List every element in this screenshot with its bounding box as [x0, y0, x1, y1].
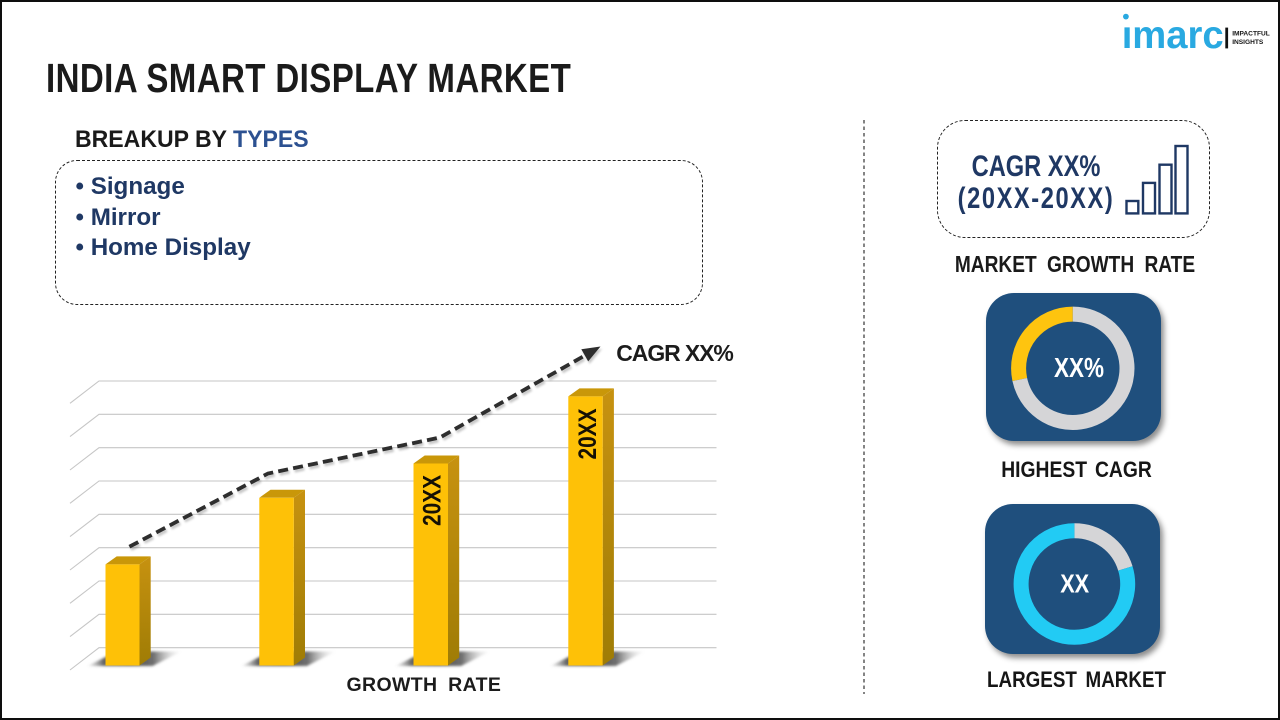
svg-text:XX: XX: [1060, 571, 1089, 599]
svg-text:XX%: XX%: [1054, 352, 1104, 383]
svg-text:ımarc: ımarc: [1122, 14, 1224, 57]
svg-text:20XX: 20XX: [419, 475, 447, 526]
svg-text:INSIGHTS: INSIGHTS: [1232, 39, 1264, 46]
svg-text:20XX: 20XX: [574, 408, 602, 459]
svg-text:IMPACTFUL: IMPACTFUL: [1232, 31, 1270, 38]
